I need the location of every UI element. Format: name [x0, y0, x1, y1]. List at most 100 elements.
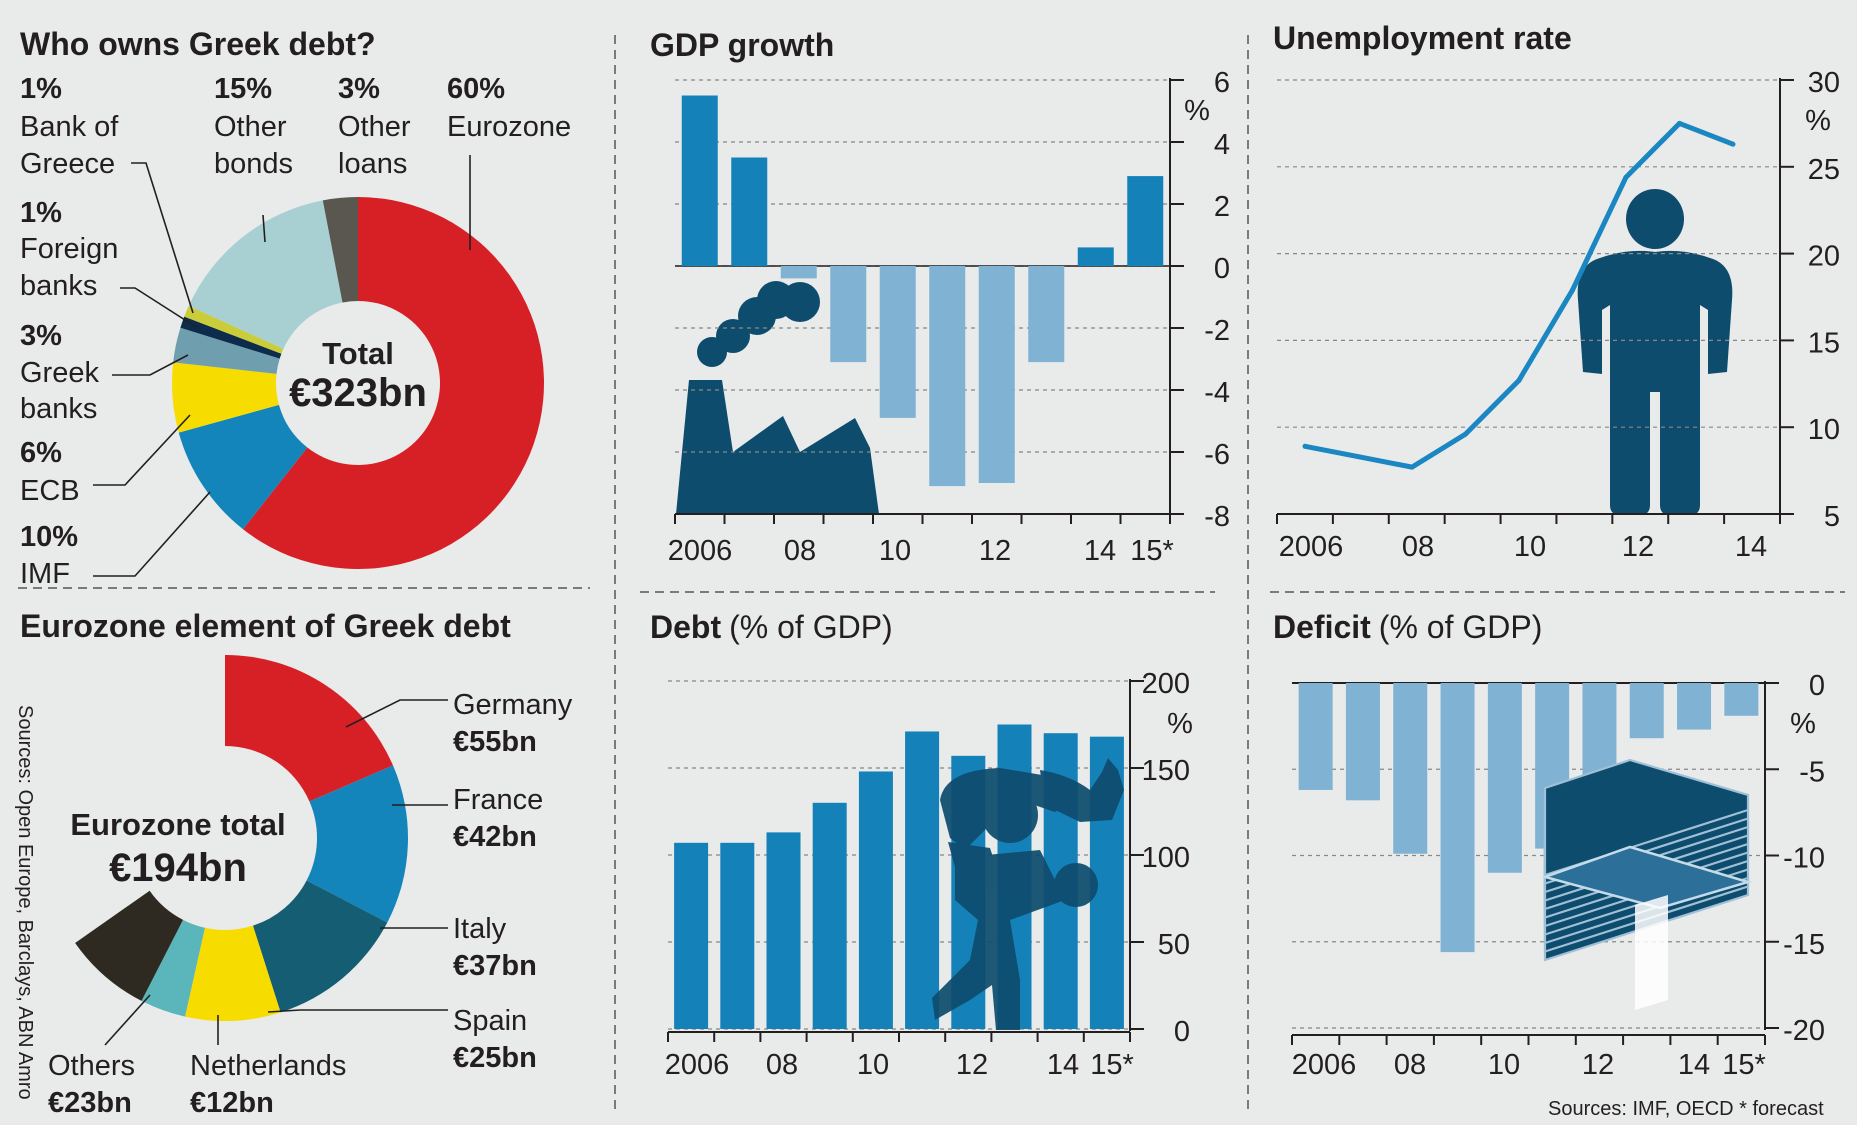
- deficit-ytick-label: 0: [1809, 670, 1825, 702]
- unemp-xtick-label: 10: [1514, 531, 1546, 563]
- debt-chart-title: Debt (% of GDP): [650, 609, 893, 645]
- unemployment-point-2007: [1356, 454, 1361, 460]
- debt-xtick-label: 08: [766, 1049, 798, 1081]
- slice-others: [75, 890, 184, 1001]
- slice-eurozone: [243, 197, 544, 569]
- debt-ytick-label: 0: [1174, 1016, 1190, 1048]
- gdp-ytick-label: -6: [1204, 439, 1230, 471]
- unemp-ytick-label: 5: [1824, 501, 1840, 533]
- label-name-other-loans: Other loans: [338, 111, 411, 180]
- debt-bar-2011: [905, 731, 940, 1029]
- gdp-chart-title: GDP growth: [650, 27, 834, 63]
- label-pct-eurozone: 60%: [447, 73, 505, 105]
- deficit-xtick-label: 15*: [1722, 1049, 1766, 1081]
- debt-bar-2009: [812, 802, 847, 1029]
- unemployment-point-2009: [1463, 431, 1468, 437]
- gdp-ytick-label: -8: [1204, 501, 1230, 533]
- gdp-ytick-label: -2: [1204, 315, 1230, 347]
- slice-bank-of-greece: [184, 305, 284, 354]
- unemployment-point-2014: [1730, 141, 1736, 147]
- owners-labels: 1% Bank of Greece 15% Other bonds 3% Other…: [20, 73, 571, 590]
- deficit-bar-2013: [1629, 683, 1664, 739]
- label-name-bank-of-greece: Bank of Greece: [20, 111, 119, 180]
- debt-bar-2006: [674, 842, 709, 1029]
- person-empty-pockets-icon: [1577, 189, 1733, 515]
- label-italy: Italy: [453, 913, 507, 945]
- gdp-xtick-label: 15*: [1130, 535, 1174, 567]
- banknote-layer: [1543, 758, 1750, 877]
- unemployment-point-2006: [1302, 443, 1308, 449]
- slice-other-bonds: [188, 200, 343, 349]
- unemployment-point-2013: [1677, 120, 1682, 126]
- value-italy: €37bn: [453, 950, 537, 982]
- unemp-ytick-label: 20: [1808, 241, 1840, 273]
- factory-icon: [676, 281, 879, 514]
- label-pct-bank-of-greece: 1%: [20, 73, 62, 105]
- gdp-ytick-label: -4: [1204, 377, 1230, 409]
- gdp-ytick-label: 6: [1214, 67, 1230, 99]
- gdp-ytick-label: 0: [1214, 253, 1230, 285]
- gdp-bar-2015: [1127, 176, 1164, 266]
- debt-xtick-label: 12: [956, 1049, 988, 1081]
- sources-left: Sources: Open Europe, Barclays, ABN Amro: [14, 705, 36, 1100]
- gdp-xtick-label: 2006: [668, 535, 733, 567]
- debt-xtick-label: 15*: [1090, 1049, 1134, 1081]
- gdp-bar-2006: [681, 95, 718, 266]
- deficit-bar-2007: [1345, 683, 1380, 801]
- debt-unit-label: %: [1167, 708, 1193, 740]
- deficit-xtick-label: 14: [1678, 1049, 1710, 1081]
- unemployment-point-2012: [1623, 174, 1629, 180]
- label-name-foreign-banks: Foreign banks: [20, 233, 118, 302]
- unemp-unit-label: %: [1805, 105, 1831, 137]
- label-others: Others: [48, 1050, 135, 1082]
- gdp-bar-2012: [978, 266, 1015, 483]
- slice-greek-banks: [173, 327, 280, 374]
- unemployment-point-2010: [1516, 377, 1522, 383]
- debt-ytick-label: 150: [1142, 755, 1190, 787]
- unemp-xtick-label: 08: [1402, 531, 1434, 563]
- gdp-xtick-label: 10: [879, 535, 911, 567]
- debt-bar-2008: [766, 832, 801, 1029]
- eurozone-center-label: Eurozone total: [70, 807, 285, 842]
- label-netherlands: Netherlands: [190, 1050, 346, 1082]
- slice-other-loans: [322, 197, 358, 303]
- debt-xtick-label: 10: [857, 1049, 889, 1081]
- slice-france: [306, 765, 408, 923]
- value-others: €23bn: [48, 1087, 132, 1119]
- deficit-xtick-label: 2006: [1292, 1049, 1357, 1081]
- banknote-stack-icon: [1540, 758, 1753, 1010]
- deficit-ytick-label: -5: [1799, 756, 1825, 788]
- deficit-bar-2014: [1677, 683, 1712, 730]
- unemployment-point-2011: [1570, 287, 1575, 293]
- eurozone-donut-chart: [75, 655, 408, 1022]
- unemployment-point-2008: [1409, 464, 1415, 470]
- label-name-eurozone: Eurozone: [447, 111, 571, 143]
- owners-donut-chart: [172, 197, 544, 569]
- slice-foreign-banks: [180, 316, 282, 359]
- slice-germany: [225, 655, 393, 802]
- gdp-ytick-label: 4: [1214, 129, 1230, 161]
- eurozone-leader-lines: [104, 699, 448, 1046]
- gdp-bar-2013: [1028, 266, 1065, 363]
- owners-center-label: Total: [322, 336, 394, 371]
- gdp-xtick-label: 08: [784, 535, 816, 567]
- deficit-chart-title: Deficit (% of GDP): [1273, 609, 1542, 645]
- deficit-xtick-label: 08: [1394, 1049, 1426, 1081]
- debt-bar-2010: [858, 771, 893, 1029]
- label-pct-imf: 10%: [20, 521, 78, 553]
- gdp-bar-2011: [929, 266, 966, 487]
- unemp-ytick-label: 15: [1808, 327, 1840, 359]
- slice-ecb: [172, 362, 279, 433]
- debt-xtick-label: 14: [1047, 1049, 1079, 1081]
- slice-netherlands: [141, 919, 205, 1017]
- label-pct-greek-banks: 3%: [20, 320, 62, 352]
- unemp-ytick-label: 30: [1808, 67, 1840, 99]
- owners-leader-lines: [93, 155, 471, 577]
- value-netherlands: €12bn: [190, 1087, 274, 1119]
- deficit-bar-2015: [1724, 683, 1759, 716]
- slice-imf: [178, 404, 308, 530]
- gdp-bar-2008: [780, 266, 817, 279]
- debt-xtick-label: 2006: [665, 1049, 730, 1081]
- thief-with-moneybag-icon: [932, 758, 1124, 1030]
